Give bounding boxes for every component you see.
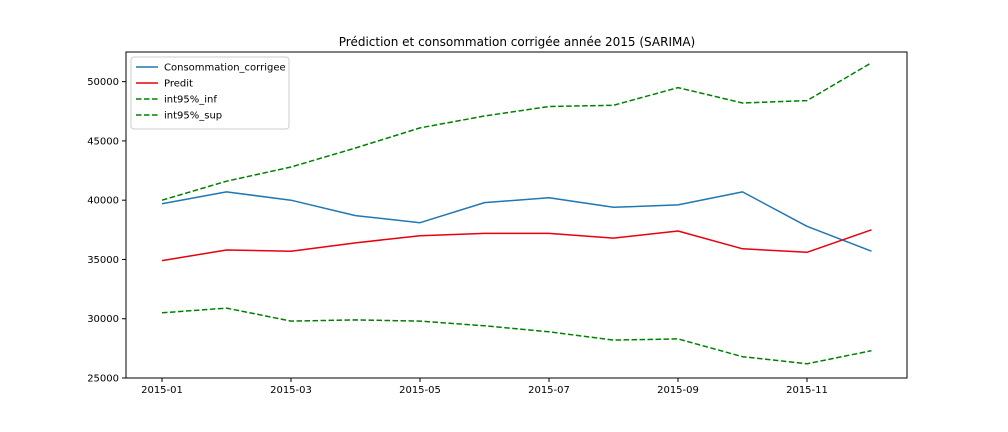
- legend-label: int95%_inf: [164, 95, 217, 106]
- x-tick-label: 2015-01: [141, 385, 183, 396]
- y-tick-label: 35000: [87, 255, 119, 266]
- series-line-0: [161, 191, 872, 252]
- legend: Consommation_corrigee Predit int95%_infint…: [130, 56, 290, 130]
- chart-title: Prédiction et consommation corrigée anné…: [339, 35, 695, 49]
- y-tick-label: 50000: [87, 77, 119, 88]
- series-line-3: [161, 62, 872, 201]
- x-tick-label: 2015-09: [657, 385, 699, 396]
- x-tick-label: 2015-05: [399, 385, 441, 396]
- plot-frame: [125, 51, 908, 379]
- x-axis: 2015-01 2015-03 2015-05 2015-07 2015-09 2015-…: [141, 378, 828, 396]
- legend-label: Predit: [164, 79, 193, 90]
- y-tick-label: 40000: [87, 196, 119, 207]
- legend-label: Consommation_corrigee: [164, 63, 286, 74]
- x-tick-label: 2015-11: [786, 385, 828, 396]
- legend-box: [130, 56, 290, 130]
- y-axis: 25000 30000 35000 40000 45000 50000: [87, 77, 126, 385]
- y-tick-label: 30000: [87, 314, 119, 325]
- plot-lines: [161, 62, 872, 365]
- y-tick-label: 45000: [87, 136, 119, 147]
- y-tick-label: 25000: [87, 374, 119, 385]
- x-tick-label: 2015-07: [528, 385, 570, 396]
- legend-label: int95%_sup: [164, 111, 222, 122]
- series-line-1: [161, 229, 872, 262]
- series-line-2: [161, 307, 872, 365]
- x-tick-label: 2015-03: [270, 385, 312, 396]
